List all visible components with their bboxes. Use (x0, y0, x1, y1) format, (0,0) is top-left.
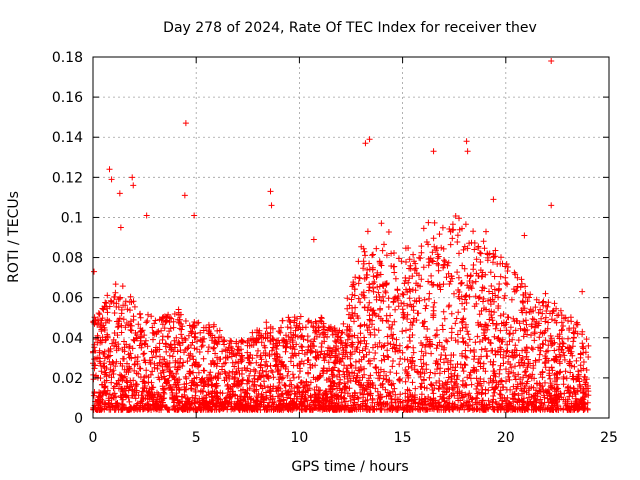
roti-outlier-point (268, 202, 275, 209)
chart-title: Day 278 of 2024, Rate Of TEC Index for r… (163, 20, 537, 36)
roti-outlier-point (181, 192, 188, 199)
roti-outlier-point (116, 190, 123, 197)
roti-outlier-point (548, 202, 555, 209)
roti-outlier-point (117, 224, 124, 231)
y-tick-label: 0.04 (52, 331, 83, 347)
data-points (90, 58, 592, 413)
roti-outlier-point (130, 182, 137, 189)
y-tick-label: 0.12 (52, 170, 83, 186)
x-tick-label: 0 (89, 430, 98, 446)
roti-outlier-point (267, 188, 274, 195)
x-tick-label: 15 (394, 430, 412, 446)
x-tick-label: 20 (497, 430, 515, 446)
y-tick-label: 0.1 (61, 210, 83, 226)
roti-outlier-point (129, 174, 136, 181)
x-tick-label: 10 (290, 430, 308, 446)
x-tick-label: 5 (192, 430, 201, 446)
roti-outlier-point (362, 140, 369, 147)
y-tick-label: 0.08 (52, 251, 83, 267)
roti-outlier-point (182, 120, 189, 127)
roti-outlier-point (143, 212, 150, 219)
roti-outlier-point (310, 236, 317, 243)
y-tick-label: 0.16 (52, 90, 83, 106)
y-axis-label: ROTI / TECUs (6, 191, 22, 283)
y-tick-label: 0.02 (52, 371, 83, 387)
roti-outlier-point (521, 232, 528, 239)
roti-outlier-point (108, 176, 115, 183)
y-tick-label: 0 (74, 411, 83, 427)
x-axis-label: GPS time / hours (291, 459, 408, 475)
roti-outlier-point (366, 136, 373, 143)
y-tick-label: 0.14 (52, 130, 83, 146)
roti-point-cloud (90, 213, 592, 413)
roti-outlier-point (579, 288, 586, 295)
roti-outlier-point (490, 196, 497, 203)
y-axis-ticks: 0 0.02 0.04 0.06 0.08 0.1 0.12 0.14 0.16 0.18 (52, 50, 609, 427)
x-axis-ticks: 0 5 10 15 20 25 (89, 57, 618, 446)
x-tick-label: 25 (600, 430, 618, 446)
roti-outlier-point (430, 148, 437, 155)
roti-outlier-point (91, 268, 98, 275)
roti-outlier-point (464, 148, 471, 155)
y-tick-label: 0.18 (52, 50, 83, 66)
roti-outlier-point (463, 138, 470, 145)
roti-outlier-point (106, 166, 113, 173)
y-tick-label: 0.06 (52, 291, 83, 307)
roti-outlier-point (191, 212, 198, 219)
plot-frame (92, 56, 610, 419)
roti-outlier-point (548, 58, 555, 65)
